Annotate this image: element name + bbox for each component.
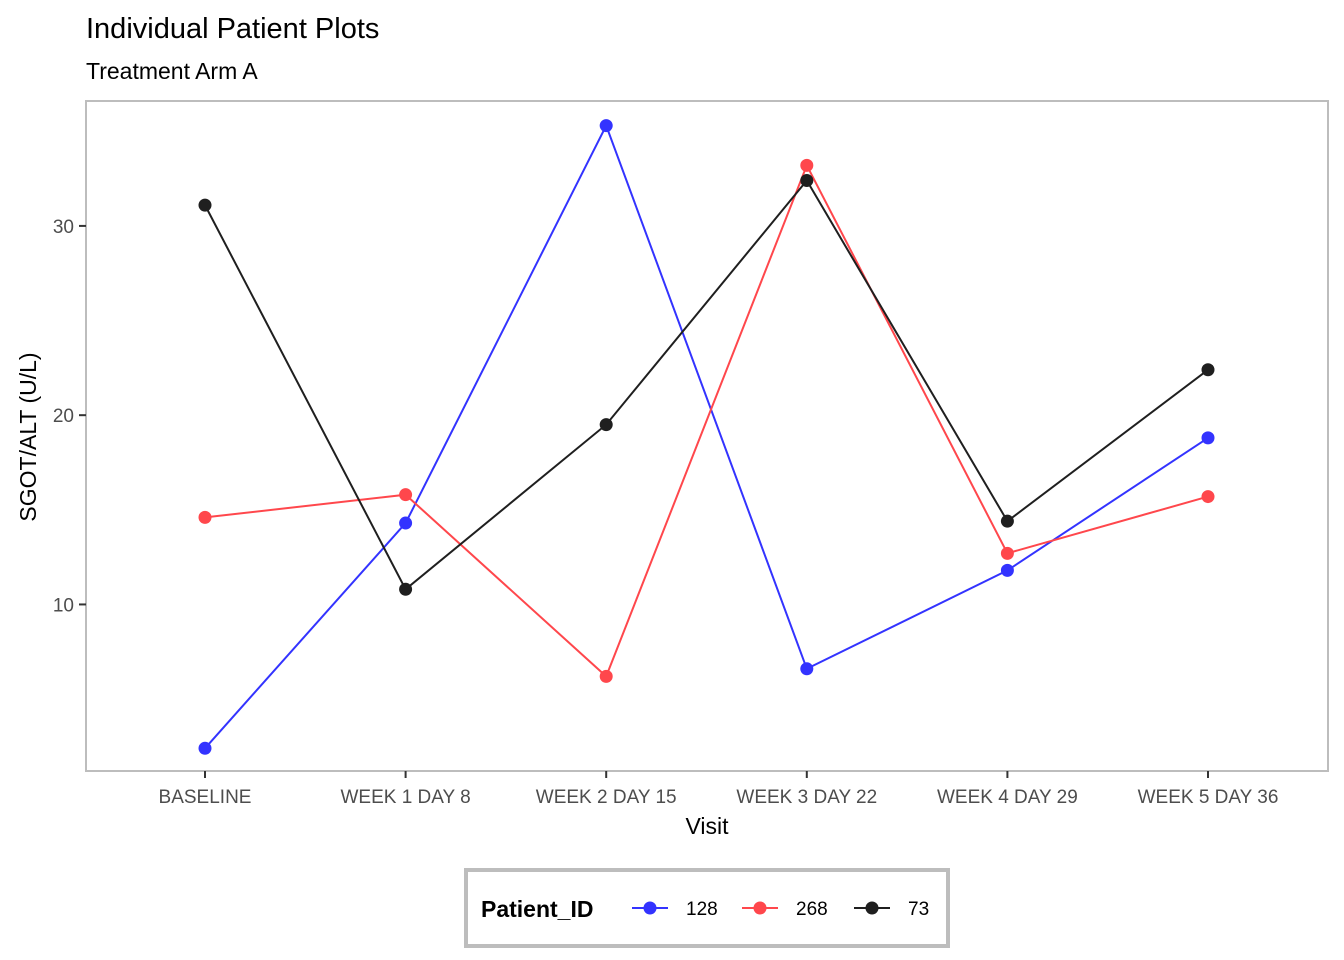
series-line <box>204 123 1209 749</box>
data-point <box>800 662 814 676</box>
x-axis: BASELINE WEEK 1 DAY 8 WEEK 2 DAY 15 WEEK 3 … <box>159 771 1279 808</box>
x-tick-label: WEEK 4 DAY 29 <box>937 787 1078 808</box>
series-268 <box>198 158 1215 683</box>
data-point <box>1000 514 1014 528</box>
plot-panel <box>85 100 1329 772</box>
legend-label: 268 <box>796 899 828 920</box>
data-point <box>1201 431 1215 445</box>
data-point <box>1000 563 1014 577</box>
series-line <box>204 178 1209 591</box>
data-point <box>800 173 814 187</box>
x-axis-title: Visit <box>685 813 729 839</box>
legend-label: 128 <box>686 899 718 920</box>
data-point <box>399 582 413 596</box>
y-axis: 10 20 30 <box>53 217 86 616</box>
legend-key-point <box>865 901 879 915</box>
series-line <box>204 162 1209 679</box>
data-point <box>599 669 613 683</box>
data-point <box>399 488 413 502</box>
chart-subtitle: Treatment Arm A <box>86 58 258 84</box>
data-point <box>1201 490 1215 504</box>
legend: Patient_ID 128 268 73 <box>464 868 950 948</box>
data-point <box>800 158 814 172</box>
legend-item-268: 268 <box>742 899 828 920</box>
legend-item-128: 128 <box>632 899 718 920</box>
y-tick-label: 30 <box>53 217 74 238</box>
x-tick-label: WEEK 3 DAY 22 <box>736 787 877 808</box>
legend-item-73: 73 <box>854 899 929 920</box>
series-128 <box>198 119 1215 755</box>
x-tick-label: BASELINE <box>159 787 252 808</box>
legend-title: Patient_ID <box>481 896 593 922</box>
x-tick-label: WEEK 5 DAY 36 <box>1138 787 1279 808</box>
y-axis-title: SGOT/ALT (U/L) <box>15 352 41 521</box>
x-tick-label: WEEK 1 DAY 8 <box>340 787 470 808</box>
legend-items: 128 268 73 <box>632 899 929 920</box>
chart-title: Individual Patient Plots <box>86 13 379 45</box>
series-73 <box>198 173 1215 596</box>
data-point <box>198 198 212 212</box>
y-tick-label: 20 <box>53 406 74 427</box>
x-tick-label: WEEK 2 DAY 15 <box>536 787 677 808</box>
data-point <box>1000 546 1014 560</box>
data-point <box>399 516 413 530</box>
series-layer <box>198 119 1215 755</box>
legend-label: 73 <box>908 899 929 920</box>
data-point <box>198 510 212 524</box>
data-point <box>599 418 613 432</box>
y-tick-label: 10 <box>53 595 74 616</box>
legend-key-point <box>643 901 657 915</box>
data-point <box>1201 363 1215 377</box>
data-point <box>599 119 613 133</box>
legend-key-point <box>753 901 767 915</box>
data-point <box>198 741 212 755</box>
